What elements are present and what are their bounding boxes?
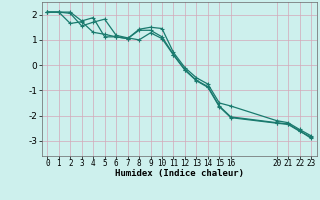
X-axis label: Humidex (Indice chaleur): Humidex (Indice chaleur) (115, 169, 244, 178)
